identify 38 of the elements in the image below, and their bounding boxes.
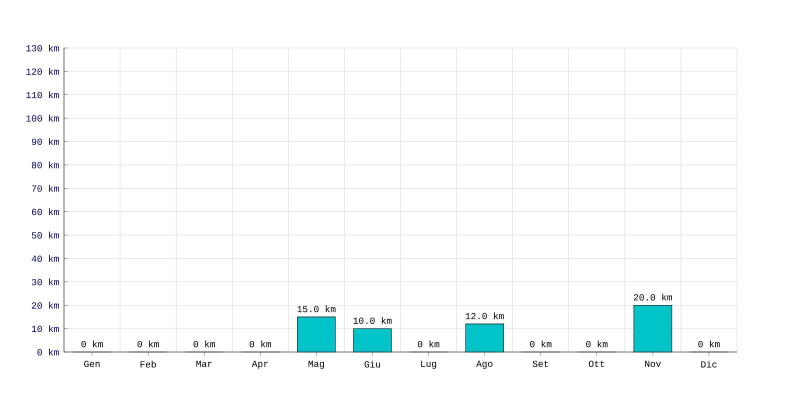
y-tick-label: 110 km <box>26 91 59 98</box>
y-tick-label: 30 km <box>32 278 59 286</box>
data-label: 0 km <box>137 340 159 348</box>
data-label: 0 km <box>418 340 440 348</box>
y-tick-label: 50 km <box>32 232 59 238</box>
y-tick-label: 120 km <box>26 68 59 75</box>
x-tick-label: Nov <box>645 360 661 367</box>
y-tick-label: 20 km <box>32 302 59 309</box>
x-tick-label: Dic <box>701 360 717 368</box>
x-tick-label: Ott <box>588 360 604 368</box>
x-tick-label: Gen <box>84 360 100 368</box>
data-label: 0 km <box>194 340 215 348</box>
data-label: 0 km <box>81 340 103 348</box>
y-tick-label: 60 km <box>32 208 59 216</box>
data-label: 0 km <box>530 340 552 348</box>
data-label: 0 km <box>250 340 272 348</box>
y-tick-label: 130 km <box>26 44 59 52</box>
data-label: 12.0 km <box>466 312 504 320</box>
data-label: 0 km <box>586 340 608 348</box>
x-tick-label: Feb <box>140 360 156 368</box>
x-tick-label: Mag <box>308 360 324 369</box>
y-tick-label: 80 km <box>32 162 59 168</box>
data-label: 20.0 km <box>634 294 672 301</box>
y-tick-label: 90 km <box>32 138 59 145</box>
x-tick-label: Giu <box>364 360 380 368</box>
x-tick-label: Apr <box>252 360 268 369</box>
y-tick-label: 70 km <box>32 184 59 192</box>
data-label: 0 km <box>698 340 720 348</box>
y-tick-label: 100 km <box>26 114 59 122</box>
x-tick-label: Lug <box>421 360 436 369</box>
y-tick-label: 0 km <box>37 348 59 356</box>
x-tick-label: Ago <box>476 360 492 369</box>
data-label: 10.0 km <box>354 317 392 324</box>
x-tick-label: Mar <box>196 360 212 367</box>
y-tick-label: 40 km <box>32 255 59 262</box>
data-label: 15.0 km <box>297 305 336 312</box>
x-tick-label: Set <box>532 360 548 368</box>
y-tick-label: 10 km <box>32 325 59 332</box>
